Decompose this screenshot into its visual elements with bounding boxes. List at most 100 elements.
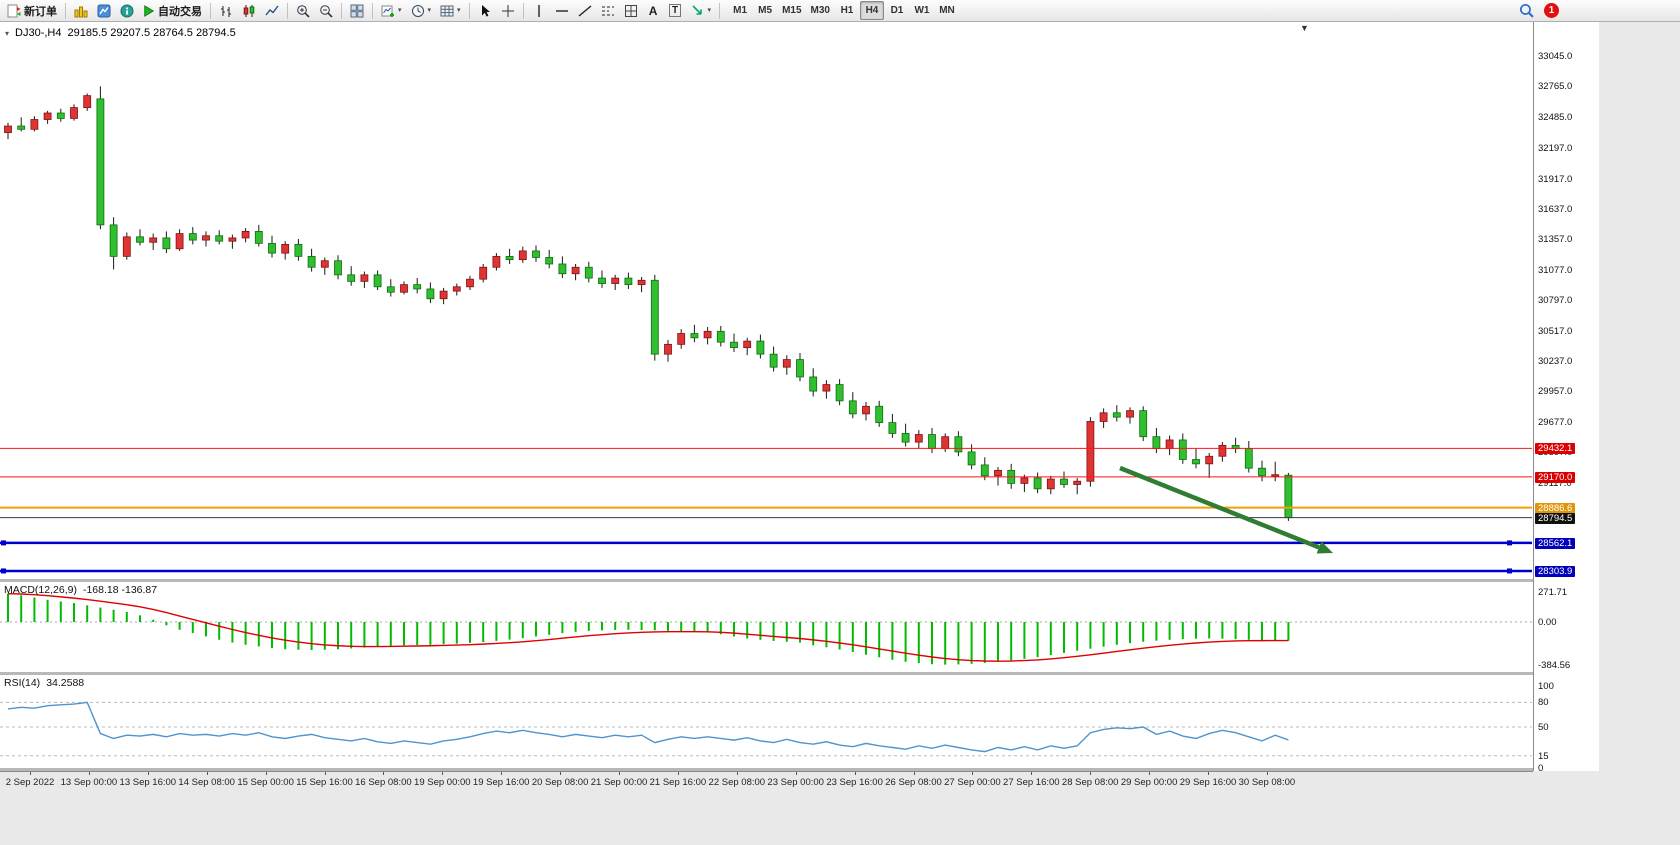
- line-chart-button[interactable]: [261, 1, 283, 20]
- time-axis-label: 14 Sep 08:00: [178, 777, 235, 788]
- axis-scale-label: 32485.0: [1538, 111, 1573, 123]
- candlestick-series: [4, 86, 1293, 521]
- price-label-special: 28886.6: [1535, 502, 1576, 514]
- time-axis[interactable]: 2 Sep 2022 13 Sep 00:00 13 Sep 16:00 14 Sep…: [0, 771, 1533, 792]
- new-order-label: 新订单: [24, 5, 57, 18]
- zoom-in-icon: [297, 4, 310, 18]
- price-label-special: 28562.1: [1535, 537, 1576, 549]
- macd-label: MACD(12,26,9) -168.18 -136.87: [4, 584, 157, 596]
- template-button[interactable]: ▾: [436, 1, 465, 20]
- zoom-in-button[interactable]: [292, 1, 314, 20]
- axis-scale-label: 31357.0: [1538, 234, 1573, 246]
- timeframe-h1[interactable]: H1: [840, 5, 854, 16]
- rsi-value: 34.2588: [46, 677, 85, 689]
- axis-scale-label: 31077.0: [1538, 264, 1573, 276]
- axis-scale-label: 29677.0: [1538, 416, 1573, 428]
- time-axis-label: 27 Sep 00:00: [944, 777, 1001, 788]
- macd-name: MACD(12,26,9): [4, 584, 77, 596]
- trend-arrow[interactable]: [1119, 465, 1333, 554]
- timeframe-m15[interactable]: M15: [782, 5, 802, 16]
- horizontal-line-icon: [555, 9, 568, 12]
- arrows-tool-button[interactable]: ▾: [687, 1, 716, 20]
- separator: [287, 2, 288, 19]
- shapes-grid-button[interactable]: [620, 1, 642, 20]
- fibonacci-icon: [601, 6, 614, 15]
- time-axis-label: 27 Sep 16:00: [1003, 777, 1060, 788]
- time-axis-label: 20 Sep 08:00: [531, 777, 589, 788]
- axis-scale-label: 0.00: [1538, 617, 1557, 628]
- market-watch-button[interactable]: [93, 1, 115, 20]
- zoom-out-button[interactable]: [315, 1, 337, 20]
- timeframe-h4[interactable]: H4: [859, 1, 884, 20]
- tile-windows-icon: [350, 4, 364, 17]
- chart-symbol-period: DJ30-,H4: [15, 27, 62, 39]
- timeframe-mn[interactable]: MN: [939, 5, 955, 16]
- axis-scale-label: 0: [1538, 763, 1544, 774]
- timeframe-m5[interactable]: M5: [758, 5, 773, 16]
- axis-scale-label: 32197.0: [1538, 143, 1573, 155]
- macd-signal-line: [7, 592, 1289, 662]
- time-axis-label: 15 Sep 16:00: [296, 777, 353, 788]
- candlestick-chart-button[interactable]: [238, 1, 260, 20]
- text-tool-button[interactable]: A: [643, 1, 664, 20]
- trendline-button[interactable]: [574, 1, 596, 20]
- new-order-icon: [7, 4, 21, 17]
- time-axis-label: 29 Sep 00:00: [1120, 777, 1178, 788]
- axis-scale-label: 30237.0: [1538, 355, 1573, 367]
- chart-canvas[interactable]: [0, 22, 1533, 771]
- data-window-icon: [120, 4, 134, 17]
- search-icon: [1519, 3, 1534, 18]
- chevron-down-icon: ▾: [427, 7, 432, 14]
- collapse-triangle-icon[interactable]: ▾: [5, 28, 10, 38]
- time-axis-label: 19 Sep 00:00: [414, 777, 471, 788]
- toolbar: 新订单 自动交易 ▾ ▾ ▾: [0, 0, 1680, 22]
- label-tool-button[interactable]: T: [665, 1, 686, 20]
- time-axis-label: 16 Sep 08:00: [355, 777, 412, 788]
- price-axis[interactable]: 33045.0 32765.0 32485.0 32197.0 31917.0 31637…: [1533, 22, 1599, 774]
- line-chart-icon: [265, 5, 279, 15]
- bar-chart-button[interactable]: [215, 1, 237, 20]
- period-button[interactable]: ▾: [407, 1, 436, 20]
- time-axis-label: 22 Sep 08:00: [708, 777, 766, 788]
- crosshair-button[interactable]: [497, 1, 519, 20]
- chevron-down-icon: ▾: [707, 7, 712, 14]
- timeframe-group: M1 M5 M15 M30 H1 H4 D1 W1 MN: [728, 1, 959, 20]
- auto-trading-button[interactable]: 自动交易: [139, 1, 206, 20]
- axis-scale-label: 30797.0: [1538, 295, 1573, 307]
- chevron-down-icon: ▾: [398, 7, 402, 14]
- time-axis-label: 13 Sep 16:00: [119, 777, 177, 788]
- horizontal-line-button[interactable]: [551, 1, 573, 20]
- charts-profile-button[interactable]: [70, 1, 92, 20]
- separator: [719, 2, 721, 19]
- time-axis-label: 2 Sep 2022: [5, 777, 55, 788]
- tile-windows-button[interactable]: [346, 1, 368, 20]
- bars-yellow-icon: [74, 6, 88, 17]
- new-chart-button[interactable]: ▾: [377, 1, 406, 20]
- chart-ohlc-values: 29185.5 29207.5 28764.5 28794.5: [67, 27, 236, 39]
- price-label-special: 28794.5: [1535, 512, 1576, 524]
- separator: [341, 2, 342, 19]
- notification-badge[interactable]: 1: [1544, 3, 1559, 18]
- text-tool-label: A: [648, 3, 658, 18]
- candlestick-chart-icon: [243, 4, 255, 17]
- timeframe-m1[interactable]: M1: [733, 5, 748, 16]
- time-axis-label: 28 Sep 08:00: [1061, 777, 1119, 788]
- axis-scale-label: 31637.0: [1538, 203, 1573, 215]
- cursor-button[interactable]: [474, 1, 496, 20]
- time-axis-label: 26 Sep 08:00: [885, 777, 942, 788]
- timeframe-d1[interactable]: D1: [890, 5, 904, 16]
- fibonacci-button[interactable]: [597, 1, 619, 20]
- label-tool-label: T: [668, 4, 682, 17]
- vertical-line-button[interactable]: [528, 1, 550, 20]
- new-order-button[interactable]: 新订单: [3, 1, 61, 20]
- community-button[interactable]: [1515, 1, 1538, 20]
- timeframe-w1[interactable]: W1: [914, 5, 930, 16]
- timeframe-m30[interactable]: M30: [810, 5, 830, 16]
- axis-scale-label: 32765.0: [1538, 81, 1573, 93]
- macd-indicator: [0, 592, 1532, 665]
- horizontal-level-lines[interactable]: [0, 447, 1532, 574]
- chart-title: ▾ DJ30-,H4 29185.5 29207.5 28764.5 28794…: [5, 27, 236, 39]
- chart-shift-marker[interactable]: ▼: [1300, 23, 1309, 33]
- separator: [65, 2, 66, 19]
- data-window-button[interactable]: [116, 1, 138, 20]
